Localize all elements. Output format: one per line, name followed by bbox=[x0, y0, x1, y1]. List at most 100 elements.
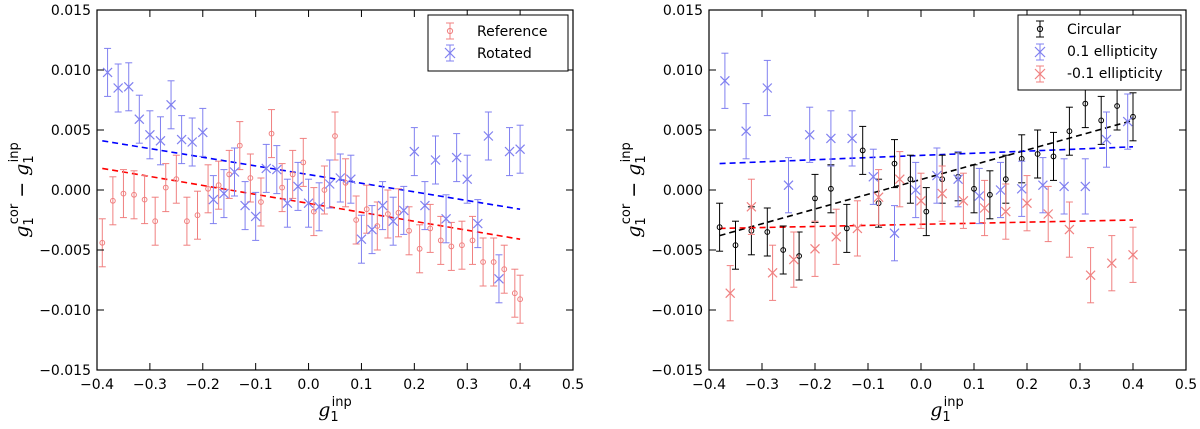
right-data-point bbox=[1034, 129, 1042, 179]
right-data-point bbox=[1101, 111, 1112, 168]
left-data-point bbox=[123, 62, 134, 112]
left-data-point bbox=[419, 181, 430, 231]
left-y-axis-label: g1cor − g1inp bbox=[7, 142, 37, 237]
left-data-point bbox=[324, 159, 335, 209]
left-xtick-label: 0.0 bbox=[297, 377, 319, 393]
left-data-point bbox=[335, 153, 346, 203]
right-data-point bbox=[979, 179, 990, 237]
right-chart: −0.4 −0.3 −0.2 −0.1 0.0 0.1 0.2 0.3 0.4 0.5 0.015 0… bbox=[619, 3, 1197, 425]
right-data-point bbox=[889, 205, 900, 262]
right-xtick-label: 0.4 bbox=[1122, 377, 1144, 393]
right-data-point bbox=[1050, 131, 1057, 181]
right-data-point bbox=[779, 225, 787, 275]
left-data-point bbox=[494, 254, 504, 304]
left-fit-line bbox=[102, 167, 521, 240]
left-data-point bbox=[331, 111, 339, 161]
left-data-point bbox=[314, 182, 325, 232]
right-data-point bbox=[931, 147, 942, 204]
left-data-point bbox=[278, 163, 286, 213]
left-data-point bbox=[352, 195, 360, 245]
left-xtick-label: −0.4 bbox=[80, 377, 114, 393]
right-ytick-label: 0.000 bbox=[663, 183, 703, 199]
left-legend-label-rotated: Rotated bbox=[477, 46, 532, 62]
right-data-point bbox=[811, 173, 819, 223]
right-data-point bbox=[894, 151, 905, 208]
right-fit-line bbox=[719, 119, 1134, 237]
right-ytick-label: 0.010 bbox=[663, 63, 703, 79]
left-data-point bbox=[261, 143, 272, 193]
right-data-point bbox=[852, 200, 863, 257]
left-data-point bbox=[405, 206, 413, 256]
right-data-point bbox=[732, 220, 739, 270]
left-data-point bbox=[345, 154, 356, 204]
right-xtick-label: −0.4 bbox=[692, 377, 726, 393]
right-data-point bbox=[827, 164, 835, 214]
left-ticks: −0.4 −0.3 −0.2 −0.1 0.0 0.1 0.2 0.3 0.4 0.5 0.015 0… bbox=[39, 3, 584, 393]
right-data-point bbox=[1037, 157, 1048, 214]
right-data-point bbox=[1016, 160, 1027, 217]
left-data-point bbox=[441, 194, 451, 244]
right-xtick-label: −0.2 bbox=[798, 377, 832, 393]
left-ytick-label: 0.010 bbox=[51, 63, 91, 79]
left-legend-marker-rotated bbox=[444, 44, 456, 62]
left-data-point bbox=[166, 80, 176, 130]
left-data-point bbox=[162, 163, 170, 213]
right-data-point bbox=[763, 207, 771, 257]
left-data-point bbox=[377, 181, 388, 231]
right-data-point bbox=[719, 52, 730, 109]
right-legend: Circular 0.1 ellipticity -0.1 ellipticit… bbox=[1017, 14, 1182, 91]
left-data-point bbox=[384, 189, 392, 239]
left-data-point bbox=[109, 176, 117, 226]
right-data-point bbox=[970, 164, 978, 214]
left-data-point bbox=[430, 135, 441, 185]
right-data-point bbox=[916, 172, 926, 229]
right-data-point bbox=[1097, 95, 1105, 145]
right-data-point bbox=[1022, 175, 1032, 232]
left-data-point bbox=[356, 214, 367, 264]
left-data-point bbox=[409, 127, 420, 177]
left-ytick-label: −0.005 bbox=[39, 243, 91, 259]
right-data-point bbox=[1085, 247, 1096, 304]
left-data-point bbox=[462, 154, 473, 204]
right-data-point bbox=[859, 125, 867, 175]
right-xtick-label: 0.1 bbox=[963, 377, 985, 393]
left-data-point bbox=[176, 115, 187, 165]
right-data-point bbox=[1059, 158, 1070, 215]
left-xtick-label: −0.1 bbox=[239, 377, 273, 393]
right-legend-label-circular: Circular bbox=[1067, 22, 1121, 38]
left-data-point bbox=[98, 218, 106, 268]
left-data-point bbox=[472, 199, 483, 249]
right-data-point bbox=[953, 151, 964, 208]
right-legend-marker-neg-ellipticity bbox=[1034, 65, 1046, 83]
left-legend: Reference Rotated bbox=[427, 14, 569, 72]
right-legend-marker-circular bbox=[1036, 20, 1044, 38]
left-data-point bbox=[134, 94, 145, 144]
right-data-point bbox=[825, 110, 836, 167]
left-data-point bbox=[183, 196, 191, 246]
left-xtick-label: 0.2 bbox=[403, 377, 425, 393]
left-fit-line bbox=[102, 140, 521, 210]
right-legend-label-pos-ellipticity: 0.1 ellipticity bbox=[1067, 44, 1158, 60]
right-ticks: −0.4 −0.3 −0.2 −0.1 0.0 0.1 0.2 0.3 0.4 0.5 0.015 0… bbox=[651, 3, 1197, 393]
right-data-point bbox=[1080, 158, 1091, 215]
left-xtick-label: 0.4 bbox=[509, 377, 531, 393]
right-data-point bbox=[910, 161, 921, 219]
left-ytick-label: −0.010 bbox=[39, 303, 91, 319]
right-data-point bbox=[795, 231, 803, 281]
left-legend-marker-reference bbox=[446, 22, 454, 40]
left-data-point bbox=[229, 147, 240, 197]
right-xtick-label: −0.1 bbox=[851, 377, 885, 393]
right-data-point bbox=[1129, 92, 1137, 142]
left-data-point bbox=[187, 117, 198, 167]
left-data-point bbox=[151, 196, 159, 246]
right-data-point bbox=[767, 244, 778, 301]
right-ytick-label: −0.005 bbox=[651, 243, 703, 259]
right-data-point bbox=[1106, 235, 1117, 292]
left-data-point bbox=[268, 109, 276, 159]
right-data-point bbox=[873, 169, 884, 226]
left-data-point bbox=[451, 133, 462, 183]
left-data-point bbox=[155, 116, 166, 166]
left-data-point bbox=[204, 164, 212, 214]
left-ytick-label: 0.000 bbox=[51, 183, 91, 199]
left-data-point bbox=[447, 221, 455, 271]
